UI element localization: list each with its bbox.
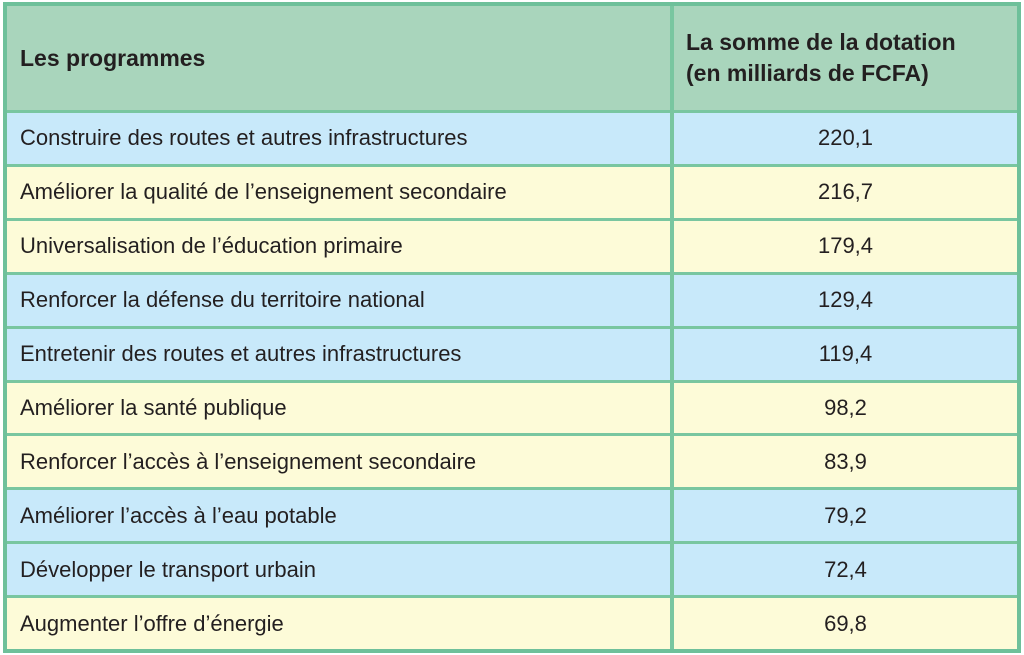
program-cell: Améliorer l’accès à l’eau potable: [7, 487, 670, 542]
program-cell: Construire des routes et autres infrastr…: [7, 110, 670, 164]
program-cell: Renforcer l’accès à l’enseignement secon…: [7, 433, 670, 488]
column-header-programs: Les programmes: [7, 6, 670, 110]
amount-cell: 179,4: [670, 217, 1017, 272]
program-cell: Améliorer la santé publique: [7, 379, 670, 434]
amount-cell: 69,8: [670, 595, 1017, 649]
budget-table: Les programmes La somme de la dotation (…: [3, 2, 1021, 653]
amount-cell: 72,4: [670, 541, 1017, 596]
program-cell: Renforcer la défense du territoire natio…: [7, 271, 670, 326]
column-header-amount: La somme de la dotation (en milliards de…: [670, 6, 1017, 110]
amount-cell: 216,7: [670, 163, 1017, 218]
program-cell: Augmenter l’offre d’énergie: [7, 595, 670, 649]
amount-cell: 129,4: [670, 271, 1017, 326]
amount-cell: 98,2: [670, 379, 1017, 434]
program-cell: Universalisation de l’éducation primaire: [7, 217, 670, 272]
amount-cell: 79,2: [670, 487, 1017, 542]
program-cell: Développer le transport urbain: [7, 541, 670, 596]
amount-cell: 119,4: [670, 325, 1017, 380]
amount-cell: 220,1: [670, 110, 1017, 164]
program-cell: Améliorer la qualité de l’enseignement s…: [7, 163, 670, 218]
program-cell: Entretenir des routes et autres infrastr…: [7, 325, 670, 380]
amount-cell: 83,9: [670, 433, 1017, 488]
